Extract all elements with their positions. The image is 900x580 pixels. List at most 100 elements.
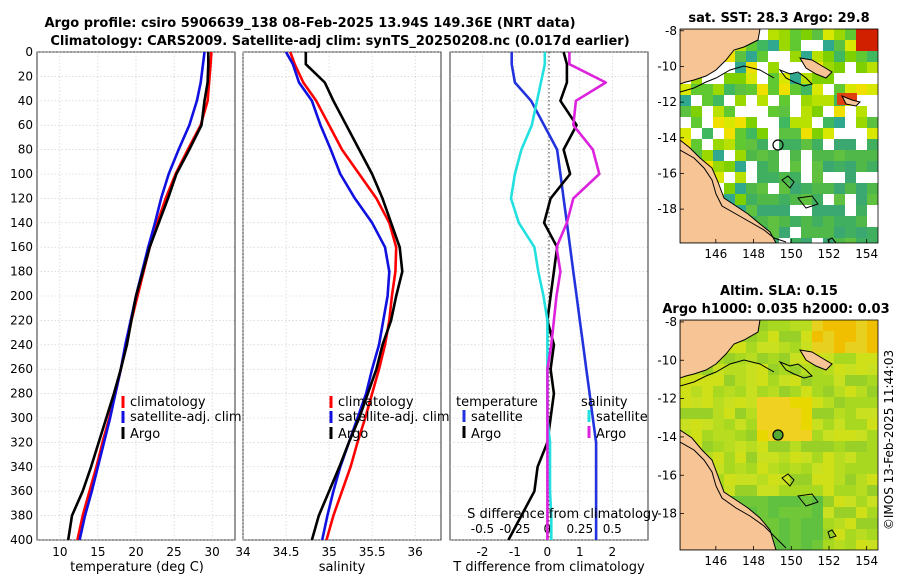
depth-tick-label: 320 [10,435,33,449]
sla-cell [823,331,834,342]
sst-cell [757,172,768,183]
sla-cell [812,419,823,430]
sla-cell [691,397,702,408]
sla-cell [845,529,856,540]
sla-cell [735,397,746,408]
sla-cell [790,507,801,518]
sla-cell [823,452,834,463]
sla-cell [812,441,823,452]
sst-cell [779,106,790,117]
sla-cell [724,408,735,419]
sst-cell [812,227,823,238]
sst-cell [812,139,823,150]
sla-cell [779,408,790,419]
sst-cell [845,227,856,238]
sst-cell [702,150,713,161]
salinity-panel: 34 34.5 35 35.5 36 salinity climatology sate… [235,51,450,575]
sla-cell [867,408,878,419]
sla-cell [823,408,834,419]
sla-cell [867,320,878,331]
difference-legend-salinity: salinity satellite Argo [581,395,648,442]
sla-cell [856,474,867,485]
sst-cell [702,128,713,139]
temperature-legend: climatology satellite-adj. clim Argo [121,395,242,442]
sst-cell [735,139,746,150]
sst-cell [812,150,823,161]
sla-cell [724,452,735,463]
sst-cell [757,205,768,216]
sst-cell [812,73,823,84]
sla-cell [768,441,779,452]
map-y-tick-label: -8 [665,24,677,38]
x-tick-label: 34 [235,545,250,559]
sla-cell [724,430,735,441]
sst-cell [713,172,724,183]
sst-map-title: sat. SST: 28.3 Argo: 29.8 [688,11,869,26]
sst-cell [735,172,746,183]
sst-cell [812,194,823,205]
sst-cell [801,128,812,139]
land-png-east [799,349,833,371]
sla-cell [757,507,768,518]
sla-map-ticks: 146 148 150 152 154 -8 -10 -12 -14 -16 -18 [657,315,878,568]
sst-cell [801,238,812,243]
sla-cell [834,441,845,452]
depth-tick-label: 80 [18,143,33,157]
depth-tick-label: 380 [10,509,33,523]
sla-cell [834,386,845,397]
contour-shelf [680,149,787,243]
sla-cell [812,408,823,419]
sst-cell [779,117,790,128]
sst-cell [845,216,856,227]
depth-tick-label: 360 [10,484,33,498]
sla-cell [746,375,757,386]
sla-cell [845,419,856,430]
map-y-tick-label: -12 [657,392,677,406]
sla-cell [867,397,878,408]
sst-cell [768,73,779,84]
sla-cell [757,375,768,386]
sla-cell [823,430,834,441]
map-x-tick-label: 150 [780,554,803,568]
sla-cell [867,529,878,540]
sla-cell [856,397,867,408]
series-line-argo [66,52,210,540]
sst-cell [823,40,834,51]
temperature-tick-labels: 10 15 20 25 30 [52,545,220,559]
sla-cell [757,397,768,408]
sla-cell [746,408,757,419]
sst-cell [713,139,724,150]
sla-cell [779,463,790,474]
sst-cell [768,40,779,51]
sla-cell [801,430,812,441]
x-tick-label: -1 [509,545,521,559]
sla-cell [856,375,867,386]
depth-tick-label: 200 [10,289,33,303]
sst-cell [845,40,856,51]
map-x-tick-label: 148 [742,247,765,261]
sla-cell [801,540,812,550]
sst-cell [856,238,867,243]
sla-cell [823,496,834,507]
sla-cell [735,452,746,463]
sla-map-frame [679,319,879,551]
sst-cell [845,172,856,183]
sst-cell [834,194,845,205]
sst-cell [757,194,768,205]
sst-cell [735,84,746,95]
sla-cell [680,419,691,430]
sla-cell [746,452,757,463]
sst-cell [823,62,834,73]
sla-cell [790,485,801,496]
salinity-legend: climatology satellite-adj. clim Argo [329,395,450,442]
sst-cell [779,183,790,194]
sla-cell [812,375,823,386]
sla-cell [834,397,845,408]
sla-cell [845,474,856,485]
reef-3 [827,529,837,539]
sla-cell [724,397,735,408]
sst-cell [801,51,812,62]
sla-cell [823,507,834,518]
difference-legend-temperature: temperature satellite Argo [456,395,538,442]
